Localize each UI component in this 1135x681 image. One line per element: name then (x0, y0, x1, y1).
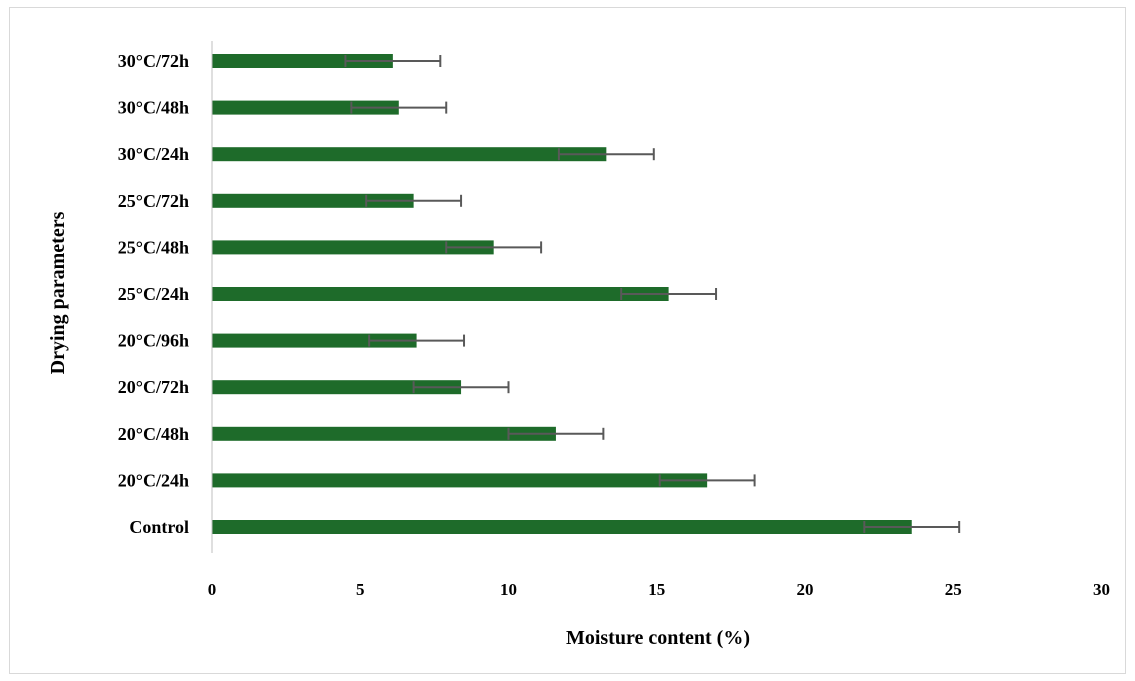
bar (212, 473, 708, 488)
category-label: 20°C/72h (118, 377, 189, 397)
moisture-bar-chart: Control 20°C/24h 20°C/48h 20°C/72h 20°C/96h 2… (47, 41, 1110, 649)
error-bar (344, 55, 442, 67)
x-tick-label: 15 (648, 580, 665, 599)
bar (212, 426, 556, 441)
bar (212, 380, 462, 395)
category-label: 25°C/24h (118, 284, 189, 304)
error-bar (350, 101, 448, 114)
category-label: 30°C/72h (118, 51, 189, 71)
error-bar (557, 148, 655, 161)
bar (212, 240, 494, 255)
error-bar (368, 334, 466, 347)
category-label: 25°C/72h (118, 191, 189, 211)
category-label: Control (129, 517, 189, 537)
x-tick-label: 10 (500, 580, 517, 599)
error-bar (620, 288, 718, 300)
x-tick-labels: 0 5 10 15 20 25 30 (208, 580, 1110, 599)
category-label: 30°C/24h (118, 144, 189, 164)
bar (212, 54, 393, 68)
bar (212, 193, 414, 208)
category-labels: Control 20°C/24h 20°C/48h 20°C/72h 20°C/96h 2… (118, 51, 189, 537)
x-tick-label: 30 (1093, 580, 1110, 599)
error-bar (863, 521, 961, 533)
error-bar (445, 241, 543, 254)
x-tick-label: 5 (356, 580, 365, 599)
y-axis-title: Drying parameters (47, 211, 69, 374)
error-bar (365, 194, 463, 207)
chart-frame: Control 20°C/24h 20°C/48h 20°C/72h 20°C/96h 2… (9, 7, 1126, 674)
x-tick-label: 20 (797, 580, 814, 599)
bar (212, 520, 912, 534)
error-bar (412, 381, 510, 394)
category-label: 20°C/96h (118, 331, 189, 351)
bar (212, 333, 417, 348)
x-axis-title: Moisture content (%) (566, 627, 750, 649)
category-label: 20°C/24h (118, 470, 189, 490)
category-label: 20°C/48h (118, 424, 189, 444)
error-bar (507, 427, 605, 440)
category-label: 25°C/48h (118, 237, 189, 257)
bar (212, 147, 607, 162)
error-bar (658, 474, 756, 487)
bar (212, 287, 669, 301)
bars-layer (212, 54, 912, 534)
category-label: 30°C/48h (118, 98, 189, 118)
x-tick-label: 25 (945, 580, 962, 599)
x-tick-label: 0 (208, 580, 217, 599)
error-bars-layer (344, 55, 961, 533)
